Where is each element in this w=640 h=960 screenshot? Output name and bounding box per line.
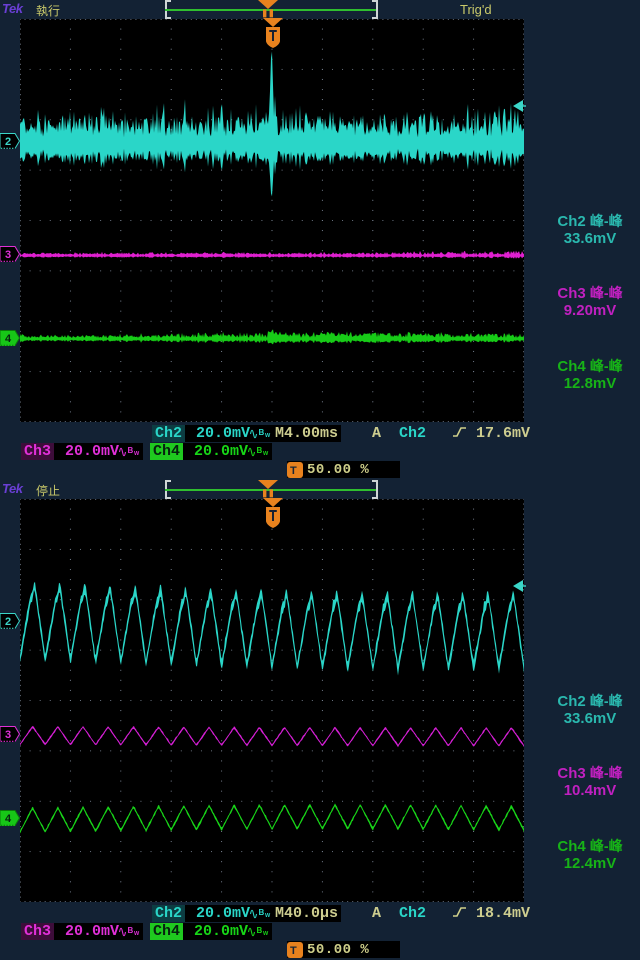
svg-text:T: T — [290, 465, 297, 476]
svg-text:W: W — [265, 433, 271, 439]
svg-text:4: 4 — [5, 813, 12, 825]
svg-text:B: B — [128, 446, 134, 455]
svg-text:3: 3 — [5, 729, 11, 741]
svg-text:W: W — [263, 451, 269, 457]
svg-text:B: B — [259, 428, 265, 437]
svg-text:B: B — [257, 926, 263, 935]
svg-text:W: W — [263, 931, 269, 937]
svg-text:T: T — [290, 945, 297, 956]
svg-text:4: 4 — [5, 333, 12, 345]
svg-text:W: W — [134, 931, 140, 937]
svg-text:B: B — [259, 908, 265, 917]
svg-text:B: B — [257, 446, 263, 455]
svg-text:W: W — [134, 451, 140, 457]
svg-text:2: 2 — [5, 616, 11, 628]
svg-text:2: 2 — [5, 136, 11, 148]
svg-text:B: B — [128, 926, 134, 935]
svg-text:3: 3 — [5, 249, 11, 261]
svg-text:W: W — [265, 913, 271, 919]
